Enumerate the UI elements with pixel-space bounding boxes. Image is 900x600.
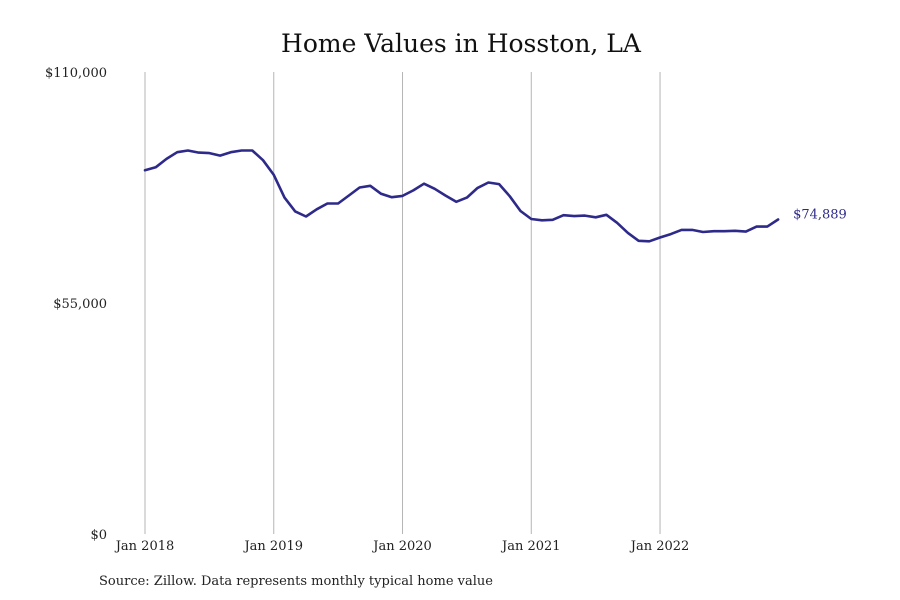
y-tick-label-2: $110,000 xyxy=(45,66,107,81)
x-tick-label-0: Jan 2018 xyxy=(114,539,175,554)
y-tick-label-0: $0 xyxy=(90,528,107,543)
x-tick-label-3: Jan 2021 xyxy=(500,539,561,554)
x-tick-label-1: Jan 2019 xyxy=(242,539,303,554)
series-layer xyxy=(143,149,780,243)
last-value-label: $74,889 xyxy=(793,207,847,222)
x-axis-tick-labels: Jan 2018 Jan 2019 Jan 2020 Jan 2021 Jan 2022 xyxy=(114,539,690,554)
y-axis-tick-labels: $0 $55,000 $110,000 xyxy=(45,66,107,543)
chart-title: Home Values in Hosston, LA xyxy=(281,29,642,58)
y-tick-label-1: $55,000 xyxy=(53,297,107,312)
gridlines xyxy=(144,72,661,534)
x-tick-label-4: Jan 2022 xyxy=(629,539,690,554)
series-line-0 xyxy=(143,149,780,243)
x-tick-label-2: Jan 2020 xyxy=(371,539,432,554)
source-note: Source: Zillow. Data represents monthly … xyxy=(99,574,493,589)
